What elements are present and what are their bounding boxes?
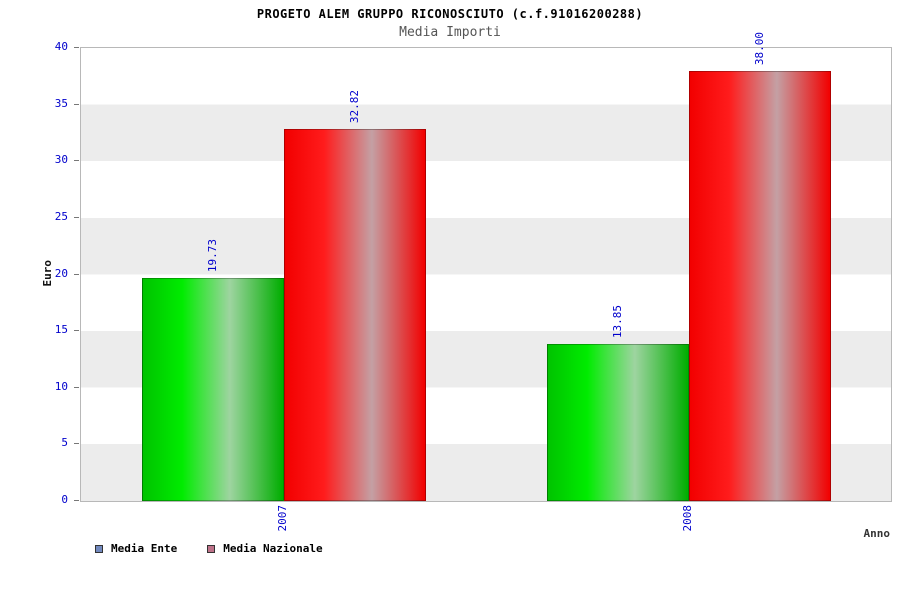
y-tick-label-25: 25 <box>54 209 68 223</box>
category-label-2008: 2008 <box>680 505 694 532</box>
y-tick-label-5: 5 <box>61 436 68 450</box>
y-tick-mark <box>74 500 79 501</box>
y-tick-label-0: 0 <box>61 493 68 506</box>
y-axis: 0 5 10 15 20 25 30 35 40 <box>0 40 80 506</box>
legend-marker-icon <box>207 544 216 553</box>
bar-value-label-media-nazionale-2007: 32.82 <box>348 89 361 123</box>
y-tick-mark <box>74 386 79 388</box>
y-tick-label-15: 15 <box>54 323 68 337</box>
y-tick-mark <box>74 160 79 162</box>
x-axis-title: Anno <box>863 527 891 540</box>
y-tick-mark <box>74 273 79 275</box>
y-tick-label-40: 40 <box>54 40 68 53</box>
y-tick-mark <box>74 47 79 48</box>
legend-label: Media Nazionale <box>223 542 323 555</box>
legend-label: Media Ente <box>111 542 178 555</box>
chart-title: PROGETO ALEM GRUPPO RICONOSCIUTO (c.f.91… <box>256 7 644 21</box>
legend: Media Ente Media Nazionale <box>95 542 323 555</box>
legend-item-media-ente: Media Ente <box>95 542 177 555</box>
bar-media-nazionale-2008 <box>689 71 831 501</box>
bar-value-label-media-ente-2007: 19.73 <box>206 238 219 272</box>
legend-item-media-nazionale: Media Nazionale <box>207 542 323 555</box>
bar-media-ente-2008 <box>547 344 689 501</box>
chart-subtitle: Media Importi <box>399 25 501 40</box>
y-tick-label-10: 10 <box>54 379 68 393</box>
y-tick-mark <box>74 330 79 332</box>
plot-area: 19.73 32.82 13.85 38.00 <box>80 32 892 502</box>
y-tick-label-30: 30 <box>54 153 68 167</box>
y-tick-label-20: 20 <box>54 266 68 280</box>
category-label-2007: 2007 <box>275 505 289 532</box>
bar-value-label-media-ente-2008: 13.85 <box>611 304 624 338</box>
bar-media-ente-2007 <box>142 278 284 501</box>
y-tick-label-35: 35 <box>54 96 68 110</box>
legend-marker-icon <box>95 544 103 553</box>
y-tick-mark <box>74 103 79 105</box>
y-tick-mark <box>74 216 79 218</box>
bar-media-nazionale-2007 <box>284 129 426 501</box>
y-tick-mark <box>74 443 79 445</box>
bar-value-label-media-nazionale-2008: 38.00 <box>753 31 766 65</box>
